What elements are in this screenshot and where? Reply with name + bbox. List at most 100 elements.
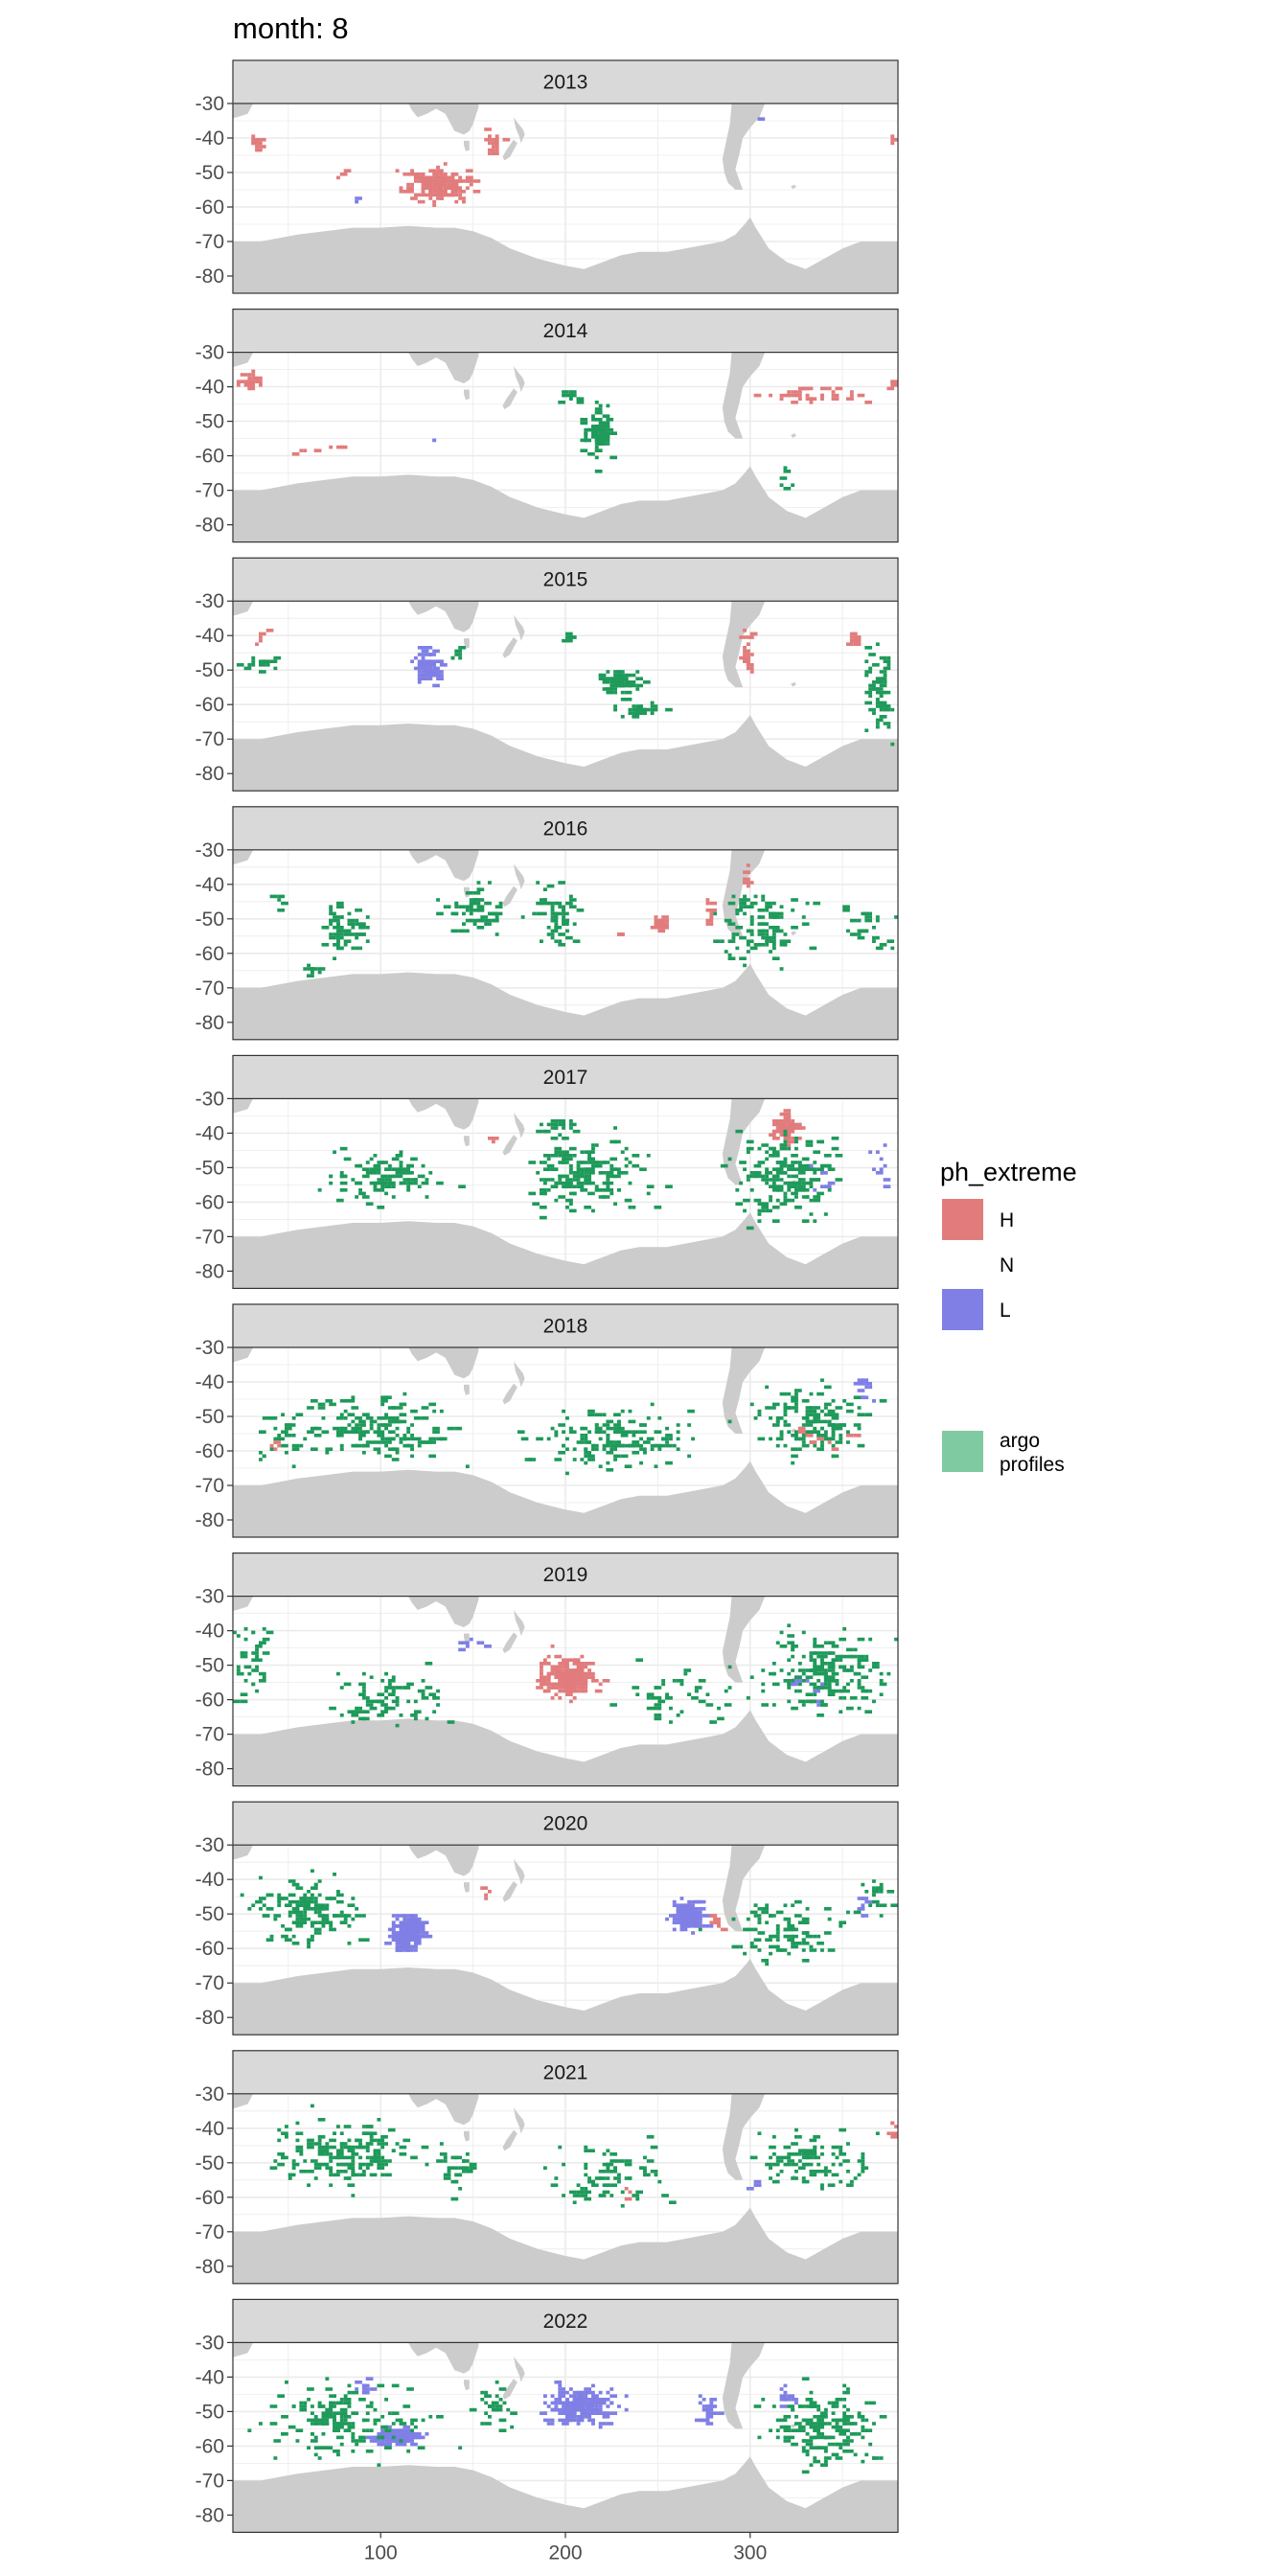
cell-argo (410, 2155, 418, 2160)
cell-argo (285, 2135, 288, 2139)
cell-argo (339, 1171, 344, 1175)
cell-argo (377, 1206, 385, 1209)
cell-argo (413, 1699, 418, 1704)
cell-argo (805, 1699, 814, 1704)
cell-h (743, 659, 750, 663)
cell-h (436, 186, 444, 190)
cell-argo (846, 1402, 854, 1407)
cell-argo (421, 1163, 426, 1168)
panel-border (232, 352, 899, 543)
cell-argo (783, 2439, 792, 2443)
land-south-america (722, 2342, 766, 2429)
cell-argo (536, 1129, 543, 1134)
cell-h (447, 182, 455, 187)
cell-argo (783, 1423, 792, 1427)
cell-argo (336, 1671, 340, 1676)
cell-argo (454, 649, 462, 654)
cell-argo (361, 1413, 370, 1416)
cell-argo (343, 2401, 352, 2405)
cell-argo (849, 2179, 854, 2184)
cell-l (425, 1934, 433, 1939)
cell-argo (365, 2162, 374, 2167)
cell-h (831, 1447, 840, 1451)
cell-argo (787, 1188, 792, 1192)
cell-argo (783, 1157, 788, 1162)
cell-argo (402, 1686, 411, 1690)
cell-argo (809, 1406, 814, 1410)
cell-argo (285, 1434, 288, 1438)
cell-argo (568, 1426, 573, 1431)
cell-argo (365, 2404, 374, 2408)
cell-argo (823, 1437, 828, 1441)
cell-h (439, 172, 444, 176)
cell-argo (761, 1910, 769, 1915)
cell-argo (550, 1126, 559, 1130)
cell-argo (809, 2173, 817, 2177)
cell-argo (450, 2155, 459, 2160)
cell-argo (620, 690, 625, 695)
cell-argo (705, 1703, 714, 1707)
cell-argo (639, 1430, 647, 1434)
cell-argo (801, 922, 810, 926)
cell-argo (365, 1703, 374, 1707)
cell-argo (447, 2170, 451, 2174)
cell-argo (439, 1437, 448, 1441)
cell-argo (831, 2452, 840, 2457)
cell-argo (857, 1686, 865, 1690)
cell-argo (787, 1184, 794, 1188)
cell-h (835, 386, 843, 391)
cell-argo (317, 1402, 326, 1407)
cell-argo (676, 1423, 680, 1427)
cell-argo (291, 2162, 300, 2167)
cell-argo (783, 466, 788, 470)
cell-argo (520, 915, 525, 919)
cell-argo (787, 1951, 792, 1956)
cell-l (402, 1931, 407, 1935)
cell-h (568, 1671, 577, 1676)
cell-h (540, 1665, 543, 1669)
cell-argo (285, 1903, 292, 1907)
cell-argo (801, 2377, 810, 2380)
cell-argo (358, 1191, 366, 1196)
cell-argo (794, 2152, 802, 2156)
cell-argo (355, 1706, 359, 1711)
cell-argo (875, 642, 880, 646)
cell-h (572, 1662, 577, 1666)
cell-argo (783, 1392, 788, 1396)
cell-argo (771, 956, 776, 960)
cell-h (259, 635, 263, 639)
cell-argo (831, 1416, 840, 1420)
cell-argo (620, 715, 625, 719)
cell-argo (591, 427, 595, 432)
cell-argo (399, 2152, 407, 2156)
cell-argo (743, 905, 747, 908)
cell-h (336, 445, 344, 449)
y-tick-label: -70 (196, 1226, 224, 1248)
cell-argo (568, 1202, 573, 1206)
cell-argo (587, 1154, 591, 1158)
cell-argo (365, 1161, 370, 1164)
cell-h (262, 632, 266, 636)
cell-h (565, 1675, 569, 1679)
cell-l (355, 196, 362, 200)
cell-argo (562, 1137, 569, 1140)
cell-argo (262, 659, 270, 663)
cell-argo (291, 1447, 300, 1451)
cell-argo (550, 929, 555, 933)
cell-l (702, 1924, 710, 1928)
cell-argo (791, 1942, 795, 1945)
cell-argo (809, 2446, 817, 2450)
cell-argo (813, 1692, 817, 1696)
cell-h (550, 1696, 555, 1700)
cell-argo (757, 2435, 762, 2440)
cell-argo (791, 2176, 798, 2180)
cell-argo (255, 1689, 259, 1693)
cell-argo (787, 1927, 794, 1932)
cell-argo (746, 1146, 754, 1151)
cell-argo (797, 1171, 806, 1175)
cell-h (450, 179, 459, 183)
cell-argo (265, 1893, 274, 1898)
cell-l (683, 1907, 688, 1911)
cell-argo (480, 915, 488, 919)
cell-argo (872, 2456, 876, 2460)
